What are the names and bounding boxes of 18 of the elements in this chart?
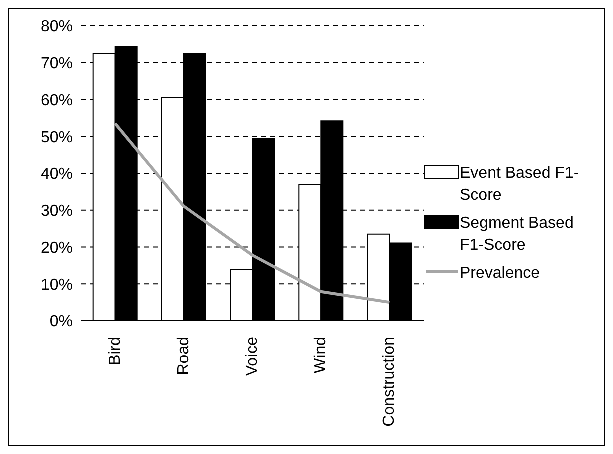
y-tick-label: 10% [40,276,73,294]
x-tick-label: Road [175,337,192,376]
x-tick-label: Construction [381,337,398,427]
y-tick-label: 60% [40,92,73,110]
y-tick-label: 30% [40,203,73,220]
x-tick-label: Wind [312,337,330,374]
legend-label: Segment Based F1-Score [460,214,575,256]
y-tick-label: 70% [40,56,73,73]
y-tick-label: 20% [40,240,73,257]
legend-label: Prevalence [460,264,542,284]
y-tick-label: 0% [50,314,73,331]
legend-label: Event Based F1-Score [460,164,580,206]
y-tick-label: 40% [40,166,73,184]
x-tick-label: Voice [244,336,261,376]
y-tick-label: 50% [40,129,73,146]
x-tick-label: Bird [106,337,124,366]
line-series [114,122,392,304]
y-tick-label: 80% [40,18,73,36]
